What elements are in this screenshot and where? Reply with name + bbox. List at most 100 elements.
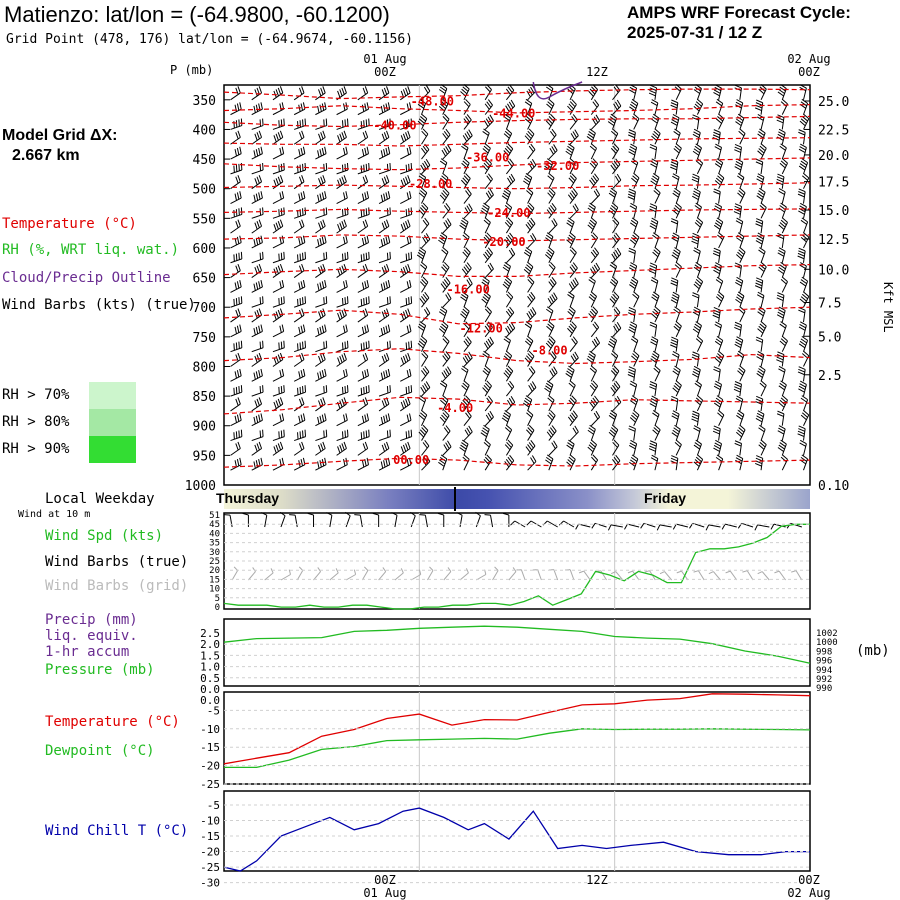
wind-barb-flag — [779, 162, 786, 169]
wind-barb-shaft — [505, 90, 515, 101]
temperature-contour — [223, 182, 811, 190]
wind-barb — [378, 385, 391, 397]
wind-barb-flag — [258, 414, 261, 422]
wind-barb-shaft — [463, 252, 471, 264]
wind-barb-shaft — [272, 359, 284, 367]
wind-barb — [548, 351, 557, 367]
wind-barb-shaft — [760, 325, 767, 338]
surface-barb-flag — [591, 523, 596, 529]
wind-barb — [567, 321, 577, 338]
wind-barb-flag — [759, 424, 766, 430]
wind-barb-flag — [652, 116, 659, 122]
wind-barb-flag — [462, 365, 469, 371]
wind-barb — [272, 368, 285, 382]
pressure-tick-label: 800 — [193, 360, 216, 375]
wind-barb — [713, 84, 722, 100]
temp-panel-grid — [418, 692, 616, 784]
wind-barb-flag — [364, 147, 367, 155]
wind-barb-flag — [422, 385, 427, 392]
wind-barb — [651, 291, 660, 308]
temperature-contour — [223, 115, 811, 128]
wind-barb-flag — [567, 145, 574, 151]
cloud-outline — [532, 81, 583, 100]
wind-barb-flag — [507, 291, 514, 298]
wind-barb — [315, 368, 327, 382]
wind-barb-flag — [546, 325, 553, 332]
wind-barb-flag — [234, 460, 237, 468]
wind-barb-shaft — [336, 391, 349, 397]
wind-barb-flag — [800, 439, 807, 445]
wind-barb — [503, 365, 514, 382]
wind-barb-shaft — [569, 147, 575, 160]
wind-barb-flag — [693, 249, 700, 255]
wind-barb-flag — [255, 193, 259, 201]
wind-barb-flag — [735, 398, 743, 403]
surface-barb-grid — [492, 566, 499, 581]
wind-barb-flag — [779, 323, 786, 329]
wind-barb-shaft — [336, 330, 348, 338]
wind-barb-shaft — [803, 147, 807, 160]
wind-barb-flag — [587, 355, 594, 361]
wind-barb-flag — [317, 372, 320, 380]
wind-barb — [251, 118, 264, 130]
wind-barb-flag — [483, 367, 490, 374]
wind-barb — [315, 162, 328, 175]
wind-barb-shaft — [272, 225, 284, 234]
wind-barb-flag — [509, 158, 515, 165]
wind-barb-flag — [443, 444, 448, 451]
wind-barb-flag — [442, 338, 449, 345]
wind-barb-flag — [672, 173, 680, 178]
wind-barb-flag — [385, 281, 388, 289]
wind-barb-flag — [695, 160, 702, 166]
wind-barb — [336, 413, 348, 427]
wind-barb-flag — [778, 188, 786, 193]
wind-barb-flag — [778, 427, 785, 432]
wind-barb-shaft — [293, 181, 305, 190]
wind-barb-shaft — [675, 369, 681, 382]
surface-barb — [289, 514, 298, 528]
wind-barb-flag — [800, 84, 807, 89]
wind-barb-shaft — [505, 222, 514, 234]
wind-barb-shaft — [781, 236, 785, 249]
wind-barb — [545, 247, 555, 263]
wind-barb — [315, 441, 326, 456]
wind-barb-shaft — [378, 286, 390, 293]
wind-barb-flag — [798, 425, 806, 430]
wind-barb — [715, 98, 724, 115]
wind-barb — [315, 352, 326, 367]
wind-barb-flag — [402, 178, 407, 186]
wind-barb-flag — [565, 150, 572, 156]
wind-barb-shaft — [421, 340, 428, 352]
wind-barb-flag — [653, 350, 660, 356]
wind-barb-shaft — [633, 355, 640, 367]
wind-barb-flag — [484, 308, 491, 315]
wind-barb-flag — [442, 247, 449, 253]
wind-barb-flag — [463, 232, 470, 238]
wind-barb-flag — [482, 279, 489, 285]
wind-barb — [798, 158, 809, 175]
surface-barb-flag — [484, 514, 491, 516]
wind-barb-shaft — [760, 102, 764, 115]
wind-barb — [734, 143, 742, 160]
wind-barb-flag — [649, 262, 657, 267]
wind-barb-flag — [254, 133, 258, 141]
wind-barb-shaft — [315, 302, 327, 308]
wind-barb — [421, 440, 430, 456]
wind-barb-flag — [735, 298, 742, 304]
wind-barb-shaft — [400, 464, 412, 471]
surface-barb-shaft — [280, 515, 286, 528]
grid-barb-shaft — [553, 569, 559, 581]
wind-barb-flag — [468, 425, 473, 433]
wind-barb — [315, 413, 327, 427]
wind-barb-flag — [301, 397, 305, 405]
wind-barb-flag — [756, 356, 763, 361]
wind-barb-shaft — [442, 446, 452, 456]
wind-barb — [799, 276, 809, 293]
wind-barb — [315, 340, 328, 353]
wind-barb-flag — [736, 296, 743, 302]
wind-barb — [653, 187, 661, 204]
wind-barb-flag — [400, 446, 405, 454]
wind-barb-shaft — [378, 359, 390, 367]
wind-barb-flag — [608, 340, 616, 346]
